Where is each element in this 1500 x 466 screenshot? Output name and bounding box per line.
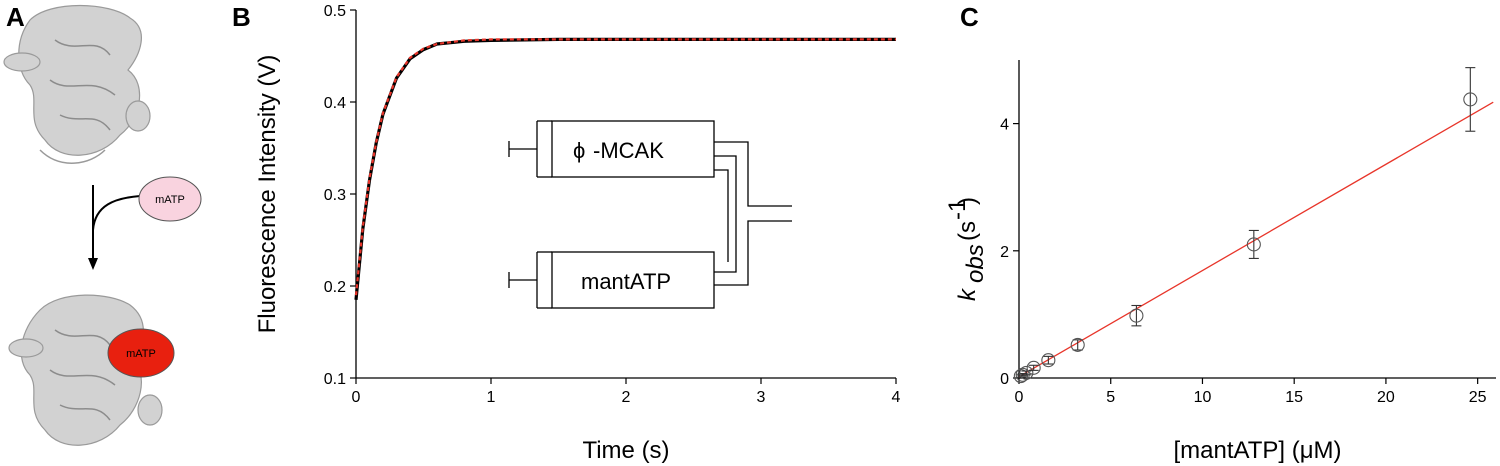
matp-label-free: mATP: [155, 194, 185, 206]
phi-symbol: ϕ: [573, 138, 585, 163]
panel-c-data-point: [1463, 92, 1478, 107]
panel-b-y-tick-label: 0.5: [324, 3, 346, 20]
panel-b-x-tick-label: 0: [352, 389, 361, 406]
panel-b-x-tick-label: 1: [487, 389, 496, 406]
stopped-flow-schematic: [508, 120, 792, 309]
panel-c-data-point: [1026, 360, 1041, 375]
panel-b-label: B: [232, 2, 251, 32]
panel-b-fit-line: [354, 38, 896, 296]
matp-label-bound: mATP: [126, 348, 156, 360]
panel-b-y-tick-label: 0.3: [324, 187, 346, 204]
panel-b-x-tick-label: 4: [892, 389, 901, 406]
panel-c-series: [1013, 67, 1494, 384]
panel-b-y-tick-label: 0.1: [324, 371, 346, 388]
panel-c-y-tick-label: 0: [1000, 371, 1009, 388]
kobs-unit-superscript: -1: [944, 199, 971, 220]
kobs-unit-close: ): [954, 197, 981, 205]
matp-ellipse-free: [138, 176, 202, 222]
panel-c-x-tick-label: 25: [1469, 389, 1487, 406]
substrate-label: mantATP: [581, 269, 671, 294]
syringe-substrate: [551, 251, 715, 309]
kobs-subscript: obs: [962, 244, 989, 283]
panel-c-label: C: [960, 2, 979, 32]
reaction-arrowhead-icon: [88, 258, 98, 270]
panel-b-y-tick-label: 0.4: [324, 95, 346, 112]
panel-c-y-tick-label: 4: [1000, 117, 1009, 134]
panel-b-axes: 0 1 2 3 4 0.1 0.2 0.3 0.4 0.5 Time (s) Fluorescence…: [254, 3, 901, 464]
kobs-unit-open: (s: [954, 221, 981, 241]
panel-a-label: A: [6, 2, 25, 32]
panel-c-fit-line: [1018, 101, 1494, 378]
matp-ellipse-bound: [107, 328, 175, 378]
syringe-enzyme: [551, 120, 715, 178]
panel-c-data-point: [1019, 365, 1034, 380]
panel-b-x-tick-label: 3: [757, 389, 766, 406]
panel-b-x-tick-label: 2: [622, 389, 631, 406]
panel-a: A mATP mATP: [3, 2, 202, 446]
panel-c-x-tick-label: 5: [1106, 389, 1115, 406]
panel-b-data-line: [354, 37, 896, 300]
panel-c: C 0 5 10 15 20 25 0 2 4 [mantATP] (μM) k obs (s-1): [944, 2, 1496, 464]
tube-mixer: [714, 169, 729, 262]
panel-c-axes: 0 5 10 15 20 25 0 2 4 [mantATP] (μM) k obs (s-1): [944, 60, 1496, 464]
tube-enzyme-outer: [714, 141, 792, 207]
panel-b-x-axis-title: Time (s): [582, 437, 669, 464]
protein-structure-top-icon: [3, 5, 151, 164]
panel-c-x-tick-label: 0: [1015, 389, 1024, 406]
panel-c-data-point: [1041, 353, 1056, 368]
panel-c-x-axis-title: [mantATP] (μM): [1173, 437, 1341, 464]
panel-c-data-point: [1246, 237, 1261, 252]
tube-enzyme-inner: [714, 155, 737, 273]
reaction-curve: [92, 195, 141, 231]
panel-c-x-tick-label: 20: [1377, 389, 1395, 406]
kobs-k: k: [954, 287, 981, 301]
panel-c-x-tick-label: 15: [1285, 389, 1303, 406]
protein-structure-bottom-icon: [8, 294, 163, 446]
panel-c-data-point: [1070, 337, 1085, 352]
panel-c-x-tick-label: 10: [1194, 389, 1212, 406]
panel-b-y-tick-label: 0.2: [324, 279, 346, 296]
panel-b-series: [354, 37, 896, 300]
panel-c-data-point: [1129, 308, 1144, 323]
panel-c-y-axis-title: k obs (s-1): [944, 197, 989, 301]
enzyme-label: -MCAK: [593, 138, 664, 163]
panel-b: B 0 1 2 3 4 0.1 0.2 0.3 0.4 0.5 Time (s) Fluorescen…: [232, 2, 901, 464]
panel-b-y-axis-title: Fluorescence Intensity (V): [254, 55, 281, 334]
panel-c-y-tick-label: 2: [1000, 244, 1009, 261]
tube-substrate-outer: [714, 220, 792, 286]
